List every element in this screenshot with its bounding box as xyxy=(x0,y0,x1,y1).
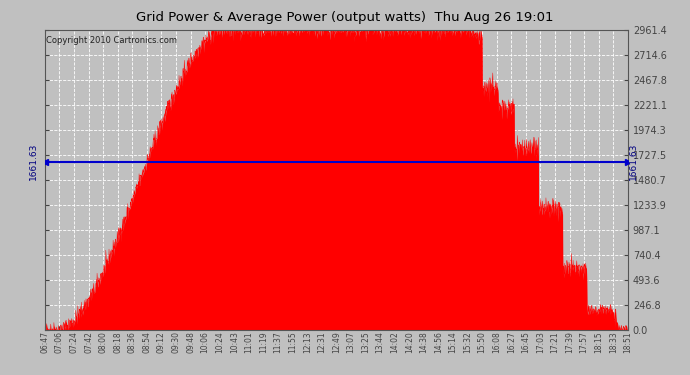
Text: 1661.63: 1661.63 xyxy=(629,143,638,180)
Text: Copyright 2010 Cartronics.com: Copyright 2010 Cartronics.com xyxy=(46,36,177,45)
Text: Grid Power & Average Power (output watts)  Thu Aug 26 19:01: Grid Power & Average Power (output watts… xyxy=(136,11,554,24)
Text: 1661.63: 1661.63 xyxy=(28,143,38,180)
